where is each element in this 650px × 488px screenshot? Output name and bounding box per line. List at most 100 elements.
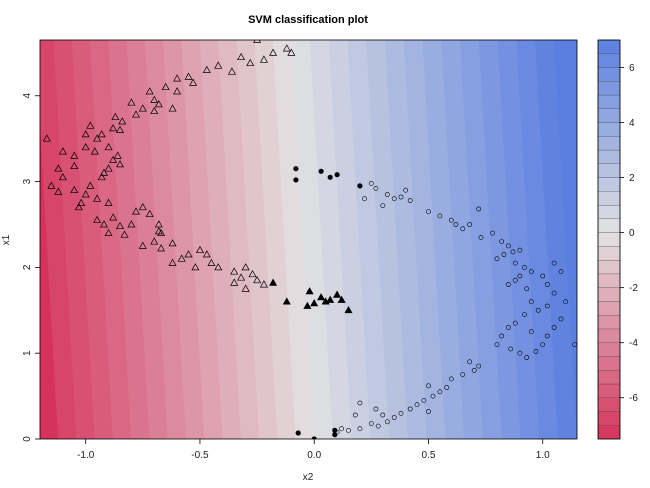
data-point-triangle (246, 58, 255, 67)
colorbar-segment (597, 136, 621, 151)
data-point-triangle (253, 40, 262, 43)
colorbar-segment (597, 232, 621, 247)
data-point-circle (517, 350, 523, 356)
data-point-circle (551, 260, 557, 266)
data-point-triangle (282, 44, 291, 52)
colorbar-segment (597, 67, 621, 82)
support-vector-circle (357, 183, 363, 189)
data-point-circle (524, 355, 530, 360)
support-vector-triangle (310, 299, 319, 307)
data-point-triangle (86, 181, 95, 189)
data-point-triangle (248, 269, 257, 278)
data-point-circle (380, 203, 386, 208)
data-point-circle (478, 234, 484, 240)
data-point-triangle (109, 155, 118, 163)
colorbar-segment (597, 94, 621, 109)
data-point-triangle (168, 239, 177, 247)
data-point-triangle (54, 164, 63, 172)
data-point-triangle (184, 72, 193, 80)
support-vector-circle (293, 177, 299, 183)
colorbar-segment (597, 328, 621, 343)
colorbar-segment (597, 425, 621, 440)
colorbar-segment (597, 122, 621, 137)
data-point-triangle (104, 164, 113, 172)
colorbar-segment (597, 397, 621, 412)
support-vector-circle (332, 432, 338, 438)
colorbar-segment (597, 81, 621, 96)
data-point-triangle (138, 202, 147, 211)
data-point-triangle (58, 172, 67, 181)
data-point-circle (391, 415, 397, 420)
data-point-circle (448, 217, 454, 223)
data-point-triangle (168, 258, 177, 266)
colorbar-segment (597, 163, 621, 178)
colorbar-segment (597, 411, 621, 426)
data-point-circle (426, 209, 431, 214)
colorbar-tick-label: 2 (629, 173, 635, 184)
data-point-circle (437, 213, 443, 219)
plot-frame (39, 39, 578, 440)
data-point-triangle (214, 263, 223, 271)
support-vector-circle (334, 172, 340, 178)
support-vector-triangle (326, 295, 335, 303)
data-point-circle (522, 312, 527, 317)
data-point-circle (551, 325, 557, 330)
colorbar-segment (597, 39, 621, 54)
colorbar-tick-label: 0 (629, 228, 635, 239)
contour-band (236, 40, 278, 439)
contour-band (71, 40, 114, 439)
x-tick-label: 1.0 (536, 450, 550, 461)
decision-surface (40, 40, 577, 439)
data-point-triangle (54, 187, 63, 195)
contour-band (181, 40, 224, 439)
colorbar-segment (597, 273, 621, 288)
data-point-circle (512, 320, 518, 326)
data-point-triangle (195, 245, 204, 254)
colorbar-segment (597, 342, 621, 357)
data-point-circle (501, 252, 507, 257)
data-point-triangle (157, 244, 166, 252)
data-point-circle (398, 194, 404, 200)
data-point-circle (426, 409, 431, 414)
support-vector-circle (318, 168, 324, 174)
data-point-circle (421, 397, 427, 403)
data-point-circle (346, 427, 351, 433)
contour-band (366, 40, 409, 439)
data-point-triangle (173, 74, 182, 82)
data-point-triangle (173, 87, 182, 95)
contour-band (535, 40, 577, 439)
data-point-circle (357, 426, 363, 432)
data-point-circle (437, 389, 443, 395)
data-point-circle (558, 269, 564, 275)
data-point-triangle (154, 100, 163, 108)
data-point-triangle (138, 104, 147, 112)
data-point-circle (357, 400, 363, 406)
y-axis: 0 1 2 3 4 (22, 93, 40, 442)
contour-band (199, 40, 242, 439)
colorbar-segment (597, 149, 621, 164)
support-vector-triangle (344, 305, 353, 314)
data-point-triangle (70, 185, 79, 194)
y-axis-title: x1 (1, 234, 12, 245)
x-tick-label: -0.5 (191, 450, 209, 461)
data-point-circle (517, 273, 523, 279)
contour-band (163, 40, 205, 439)
colorbar-segment (597, 108, 621, 123)
colorbar-segment (597, 177, 621, 192)
y-tick-label: 4 (22, 93, 33, 99)
data-point-circle (528, 299, 534, 305)
data-point-circle (467, 222, 472, 227)
contour-band (441, 40, 484, 439)
data-point-circle (414, 402, 420, 408)
colorbar: -6 -4 -2 0 2 4 6 (597, 39, 638, 440)
data-point-circle (524, 286, 530, 292)
y-tick-label: 3 (22, 178, 33, 184)
data-point-triangle (191, 263, 200, 271)
data-point-triangle (104, 228, 113, 236)
data-point-triangle (202, 250, 211, 258)
data-point-circle (368, 180, 374, 186)
contour-band (53, 40, 96, 439)
support-vector-circle (293, 166, 299, 172)
data-point-circle (407, 406, 413, 412)
data-point-triangle (104, 142, 113, 151)
